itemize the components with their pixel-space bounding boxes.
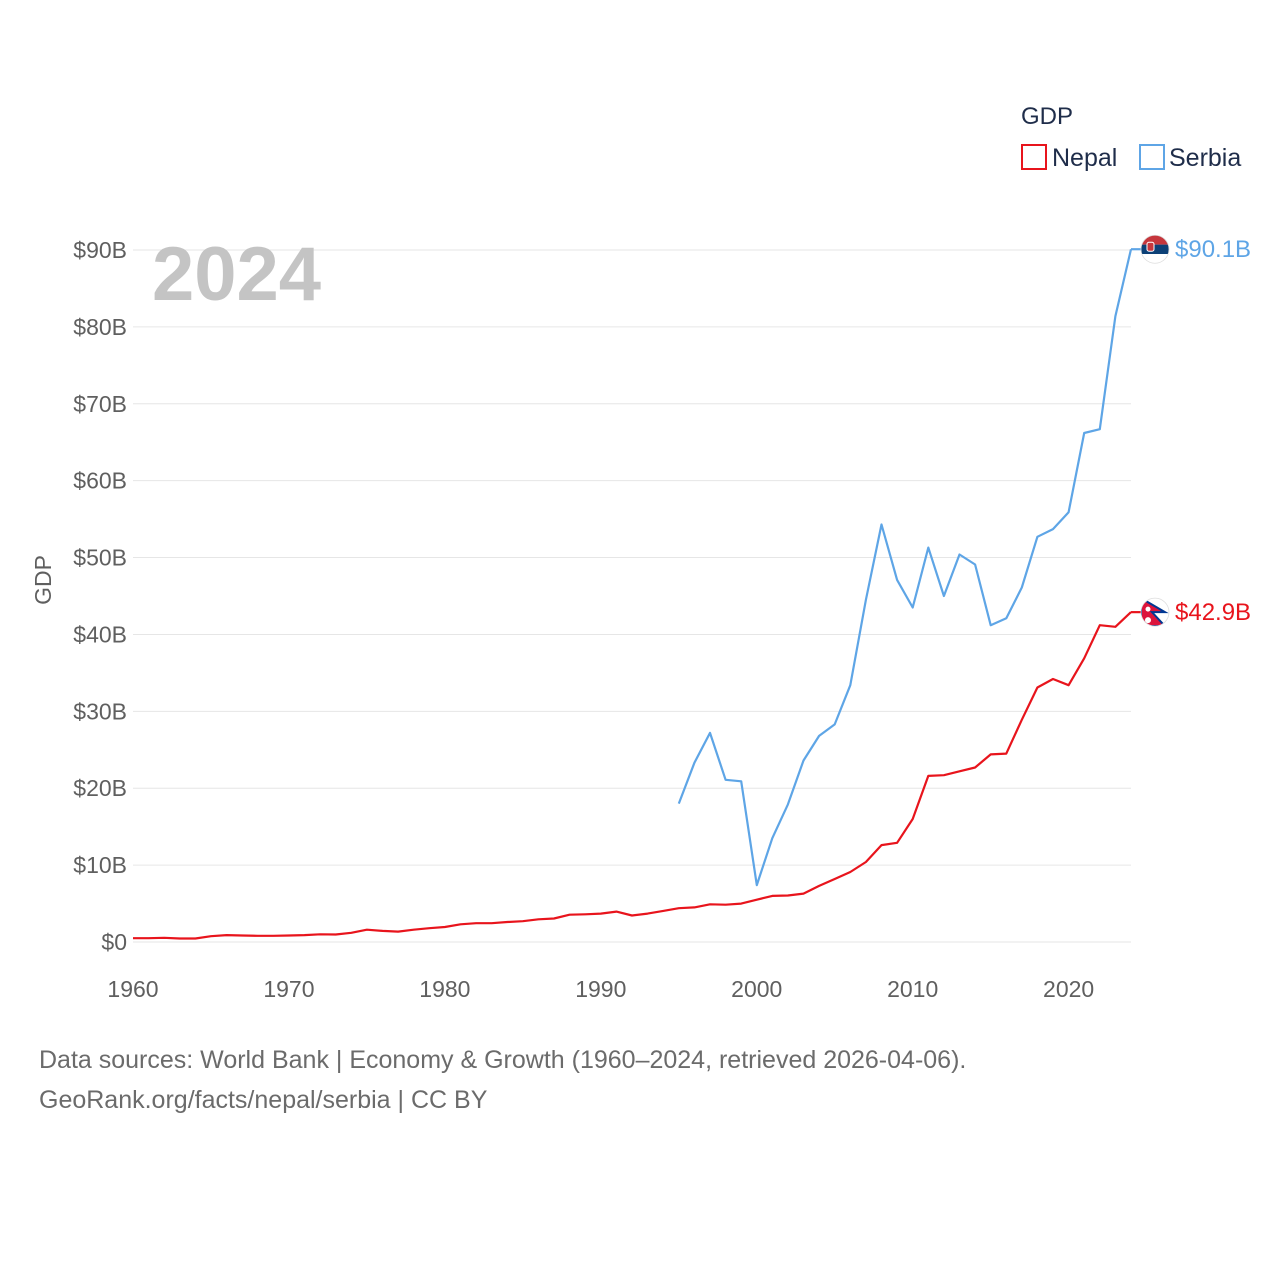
legend-title: GDP: [1021, 103, 1073, 130]
end-label-serbia: $90.1B: [1175, 236, 1251, 263]
attribution-link[interactable]: GeoRank.org/facts/nepal/serbia | CC BY: [39, 1086, 488, 1114]
x-tick-label: 2020: [1043, 976, 1094, 1002]
series-end-markers: $42.9B $90.1B: [1131, 234, 1251, 627]
y-tick-label: $80B: [73, 314, 127, 340]
x-tick-label: 1970: [263, 976, 314, 1002]
y-tick-label: $10B: [73, 852, 127, 878]
gridlines: [133, 249, 1131, 943]
x-tick-label: 2000: [731, 976, 782, 1002]
legend-swatch-serbia: [1139, 144, 1165, 170]
y-tick-label: $20B: [73, 775, 127, 801]
nepal-flag-icon: [1140, 597, 1170, 627]
y-tick-label: $90B: [73, 237, 127, 263]
legend-swatch-nepal: [1021, 144, 1047, 170]
legend-item-nepal[interactable]: Nepal: [1021, 144, 1117, 172]
y-tick-label: $50B: [73, 545, 127, 571]
y-tick-label: $40B: [73, 621, 127, 647]
series-lines: [133, 248, 1133, 940]
x-tick-label: 1960: [107, 976, 158, 1002]
series-line-serbia[interactable]: [677, 248, 1133, 887]
x-tick-label: 1990: [575, 976, 626, 1002]
y-tick-label: $30B: [73, 698, 127, 724]
legend-item-serbia[interactable]: Serbia: [1139, 144, 1241, 172]
y-tick-label: $0: [101, 929, 127, 955]
end-label-nepal: $42.9B: [1175, 599, 1251, 626]
series-line-nepal[interactable]: [133, 611, 1132, 940]
x-tick-label: 2010: [887, 976, 938, 1002]
y-axis-ticks: $0 $10B $20B $30B $40B $50B $60B $70B $80B $90B: [73, 237, 127, 955]
year-label: 2024: [152, 232, 321, 317]
legend-label-serbia: Serbia: [1169, 144, 1241, 172]
source-footer: Data sources: World Bank | Economy & Gro…: [39, 1040, 1239, 1120]
y-tick-label: $60B: [73, 468, 127, 494]
legend-label-nepal: Nepal: [1052, 144, 1117, 172]
source-line: Data sources: World Bank | Economy & Gro…: [39, 1046, 967, 1074]
x-axis-ticks: 1960 1970 1980 1990 2000 2010 2020: [107, 976, 1094, 1002]
y-tick-label: $70B: [73, 391, 127, 417]
legend: GDP Nepal Serbia: [1021, 103, 1241, 172]
y-axis-title: GDP: [30, 555, 56, 605]
serbia-flag-icon: [1140, 234, 1170, 264]
x-tick-label: 1980: [419, 976, 470, 1002]
